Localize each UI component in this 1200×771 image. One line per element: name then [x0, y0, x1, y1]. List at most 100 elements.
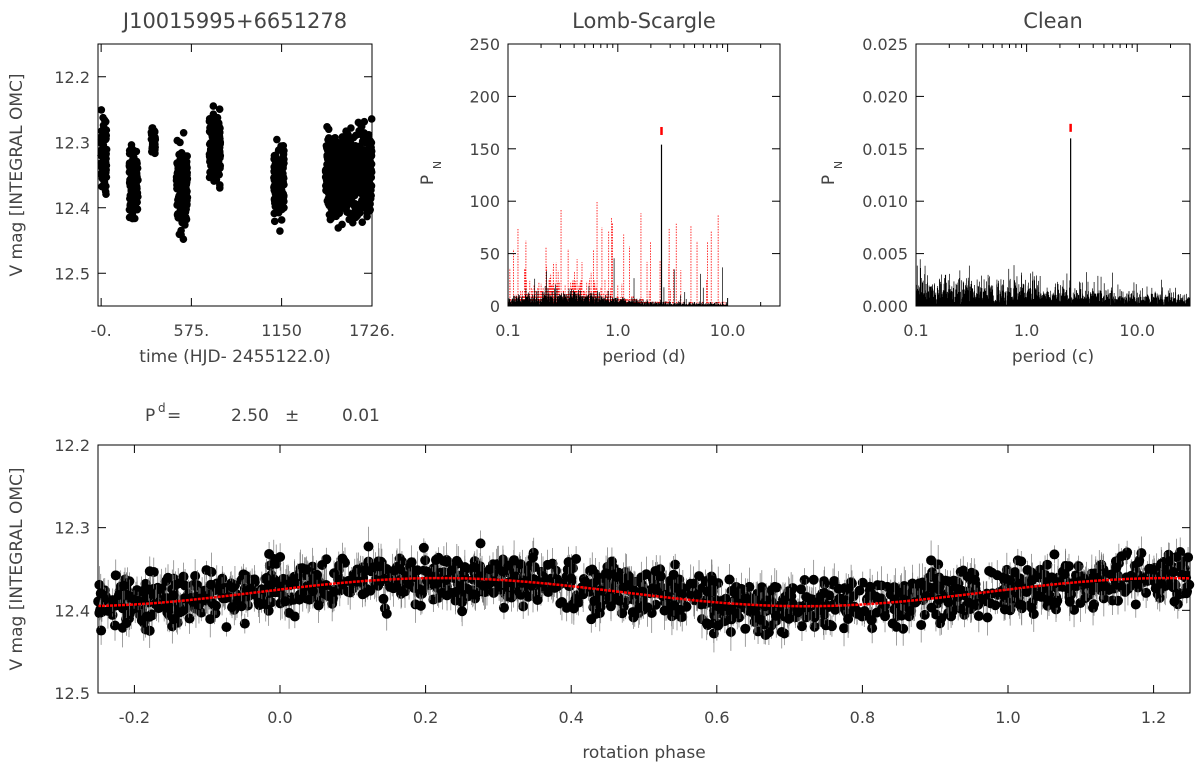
- light-curve-point: [150, 131, 158, 140]
- phase-point: [363, 541, 374, 552]
- lomb-scargle-title: Lomb-Scargle: [572, 9, 716, 33]
- phase-point: [378, 593, 389, 604]
- light-curve-point: [277, 216, 286, 224]
- light-curve-point: [341, 149, 350, 158]
- phase-point: [1059, 569, 1070, 580]
- phase-point: [578, 589, 589, 600]
- light-curve-point: [334, 224, 343, 232]
- phase-point: [849, 601, 860, 612]
- phase-point: [113, 590, 124, 601]
- y-tick-label: 0.020: [862, 87, 908, 106]
- phase-point: [515, 589, 526, 600]
- phase-point: [352, 564, 363, 575]
- period-plus-minus: ±: [285, 406, 299, 426]
- light-curve-point: [341, 177, 350, 186]
- phase-point: [580, 576, 591, 587]
- light-curve-point: [326, 149, 334, 157]
- light-curve-point: [367, 191, 375, 200]
- light-curve-point: [347, 187, 355, 196]
- y-tick-label: 0: [490, 297, 500, 316]
- phase-point: [792, 607, 803, 618]
- phase-point: [1014, 578, 1025, 589]
- phase-point: [1060, 560, 1071, 571]
- phase-point: [670, 559, 681, 570]
- light-curve-point: [353, 206, 362, 214]
- phase-point: [887, 618, 898, 629]
- light-curve-point: [273, 135, 281, 144]
- light-curve-point: [341, 158, 350, 167]
- phase-point: [264, 560, 275, 571]
- phase-point: [556, 597, 567, 608]
- phase-point: [294, 594, 305, 605]
- light-curve-point: [181, 221, 189, 229]
- light-curve-point: [271, 202, 280, 211]
- y-tick-label: 0.000: [862, 297, 908, 316]
- light-curve-point: [347, 124, 355, 132]
- y-tick-label: 0.015: [862, 140, 908, 159]
- phase-point: [236, 601, 247, 612]
- phase-point: [595, 602, 606, 613]
- phase-point: [830, 604, 841, 615]
- phase-point: [809, 612, 820, 623]
- phase-point: [168, 614, 179, 625]
- phase-point: [280, 596, 291, 607]
- phase-point: [174, 607, 185, 618]
- phase-point: [1144, 563, 1155, 574]
- light-curve-point: [278, 181, 287, 190]
- light-curve-point: [357, 122, 366, 131]
- phase-point: [1150, 583, 1161, 594]
- phase-point: [708, 628, 719, 639]
- light-curve-point: [174, 161, 183, 169]
- x-tick-label: 1.2: [1141, 708, 1166, 727]
- light-curve-point: [279, 197, 287, 206]
- phase-point: [677, 589, 688, 600]
- y-tick-label: 0.025: [862, 35, 908, 54]
- phase-point: [284, 607, 295, 618]
- y-tick-label: 12.5: [54, 684, 90, 703]
- period-value: 2.50: [231, 406, 269, 426]
- x-tick-label: 0.1: [903, 321, 928, 340]
- phase-point: [880, 611, 891, 622]
- light-curve-point: [324, 125, 333, 134]
- phase-point: [1010, 587, 1021, 598]
- phase-point: [144, 566, 155, 577]
- phase-point: [1026, 602, 1037, 613]
- y-tick-label: 200: [469, 87, 500, 106]
- phase-point: [906, 605, 917, 616]
- phase-point: [518, 601, 529, 612]
- phase-point: [143, 584, 154, 595]
- phase-point: [1130, 599, 1141, 610]
- phase-point: [498, 602, 509, 613]
- light-curve-point: [361, 135, 369, 144]
- light-curve-point: [330, 199, 339, 207]
- light-curve-point: [348, 164, 357, 173]
- phase-point: [552, 574, 563, 585]
- phase-point: [263, 580, 274, 591]
- phase-point: [755, 614, 766, 625]
- light-curve-point: [215, 184, 224, 192]
- phase-point: [420, 555, 431, 566]
- phase-point: [926, 602, 937, 613]
- phase-point: [323, 590, 334, 601]
- phase-point: [943, 597, 954, 608]
- phase-point: [720, 593, 731, 604]
- phase-point: [542, 559, 553, 570]
- light-curve-point: [133, 198, 141, 207]
- phase-point: [820, 599, 831, 610]
- y-tick-label: 0.010: [862, 192, 908, 211]
- phase-point: [264, 549, 275, 560]
- phase-point: [418, 542, 429, 553]
- light-curve-point: [271, 197, 279, 205]
- phase-curve-fit: [97, 576, 1191, 608]
- phase-point: [170, 579, 181, 590]
- phase-point: [933, 559, 944, 570]
- light-curve-point: [99, 129, 108, 138]
- phase-point: [1111, 562, 1122, 573]
- phase-curve-ylabel: V mag [INTEGRAL OMC]: [7, 467, 27, 670]
- light-curve-point: [327, 141, 336, 150]
- phase-point: [1036, 591, 1047, 602]
- phase-point: [808, 574, 819, 585]
- phase-point: [532, 595, 543, 606]
- light-curve-point: [129, 166, 137, 174]
- light-curve-point: [176, 210, 185, 219]
